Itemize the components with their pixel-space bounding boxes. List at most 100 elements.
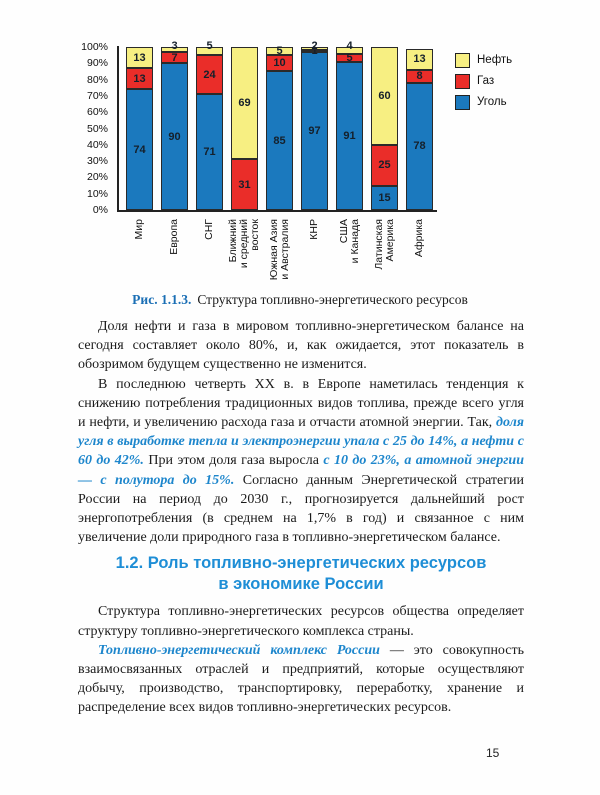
body-text: При этом доля газа выросла [143,453,324,469]
paragraph: Структура топливно-энергетических ресурс… [78,602,524,640]
x-axis-category-label: Латинская Америка [372,219,396,270]
y-axis-tick: 20% [86,171,108,184]
legend-swatch-icon [455,95,470,110]
legend-swatch-icon [455,53,470,68]
bar-value-label: 4 [346,40,353,52]
bar-value-label: 1 [311,45,318,58]
bar-value-label: 5 [276,45,283,58]
body-text: Согласно данным Энергетической стратегии… [78,472,524,546]
bar-segment-Нефть [371,47,398,145]
bar-value-label: 3 [171,40,178,52]
figure-caption-number: Рис. 1.1.3. [132,292,192,307]
legend-row: Нефть [455,53,512,68]
page-number: 15 [486,746,500,760]
bar-segment-Газ [301,50,328,53]
x-axis-category-label: США и Канада [337,219,361,264]
figure-caption-text: Структура топливно-энергетического ресур… [197,292,468,307]
bar-value-label: 13 [133,72,146,85]
bar-value-label: 90 [168,130,181,143]
bar-value-label: 13 [413,53,426,66]
bar-value-label: 31 [238,178,251,191]
bar-value-label: 2 [311,40,318,52]
bar-segment-Газ [266,55,293,72]
legend-row: Уголь [455,95,512,110]
bar-segment-Уголь [266,71,293,210]
y-axis-tick: 30% [86,155,108,168]
bar-segment-Газ [161,51,188,64]
x-axis-category-label: Африка [413,219,425,258]
x-axis-category-label: Мир [133,219,145,240]
bar-segment-Нефть [336,47,363,54]
bar-segment-Нефть [266,47,293,56]
y-axis-tick: 80% [86,73,108,86]
bar-value-label: 60 [378,89,391,102]
fuel-resources-chart: Нефть Газ Уголь 100% 90% 80% 70% 60% 50% 40% 30% 2… [60,40,560,293]
y-axis-tick: 60% [86,106,108,119]
y-axis-tick: 100% [81,41,108,53]
bar-segment-Нефть [161,47,188,52]
body-text-section-1: Доля нефти и газа в мировом топливно-эне… [78,317,524,547]
bar-value-label: 71 [203,146,216,159]
body-text: В последнюю четверть XX в. в Европе наме… [78,376,524,431]
x-axis-category-label: СНГ [203,219,215,240]
body-text-section-2: Структура топливно-энергетических ресурс… [78,602,524,717]
bar-value-label: 91 [343,129,356,142]
bar-segment-Газ [336,53,363,62]
bar-segment-Уголь [336,61,363,210]
paragraph: Топливно-энергетический комплекс России … [78,641,524,718]
bar-value-label: 10 [273,57,286,70]
bar-value-label: 13 [133,51,146,64]
paragraph: Доля нефти и газа в мировом топливно-эне… [78,317,524,375]
bar-segment-Уголь [406,82,433,210]
bar-segment-Уголь [301,51,328,210]
legend-swatch-icon [455,74,470,89]
chart-legend: Нефть Газ Уголь [455,53,512,116]
bar-value-label: 5 [346,51,353,64]
bar-segment-Газ [196,55,223,95]
y-axis-line [117,46,119,212]
bar-value-label: 25 [378,159,391,172]
legend-label: Нефть [477,54,513,66]
bar-value-label: 97 [308,124,321,137]
x-axis-category-label: Европа [168,219,180,255]
y-axis-tick: 10% [86,187,108,200]
bar-value-label: 8 [416,70,423,83]
bar-segment-Уголь [371,185,398,210]
bar-segment-Газ [406,69,433,83]
y-axis-tick: 90% [86,57,108,70]
bar-value-label: 15 [378,191,391,204]
bar-segment-Нефть [126,47,153,69]
bar-segment-Нефть [196,47,223,56]
y-axis-tick: 50% [86,122,108,135]
legend-row: Газ [455,74,512,89]
y-axis-tick: 40% [86,138,108,151]
bar-segment-Газ [231,159,258,210]
bar-segment-Нефть [406,48,433,70]
bar-value-label: 85 [273,134,286,147]
bar-value-label: 69 [238,97,251,110]
bar-value-label: 5 [206,40,213,52]
figure-caption: Рис. 1.1.3. Структура топливно-энергетиче… [0,291,600,309]
bar-segment-Газ [371,144,398,186]
book-page: { "page": { "number": "15" }, "chart_dat… [0,40,600,795]
legend-label: Газ [477,75,495,87]
body-text: — это совокупность взаимосвязанных отрас… [78,642,524,716]
bar-value-label: 24 [203,68,216,81]
emphasized-text: доля угля в выработке тепла и электроэне… [78,415,524,469]
bar-value-label: 74 [133,143,146,156]
bar-value-label: 7 [171,51,178,64]
x-axis-category-label: Южная Азия и Австралия [267,219,291,281]
section-heading-line-1: 1.2. Роль топливно-энергетических ресурс… [115,554,487,573]
bar-segment-Нефть [301,47,328,51]
paragraph: В последнюю четверть XX в. в Европе наме… [78,375,524,548]
bar-segment-Нефть [231,47,258,160]
section-heading: 1.2. Роль топливно-энергетических ресурс… [78,553,524,595]
emphasized-text: с 10 до 23%, а атомной энергии — с полут… [78,453,525,488]
y-axis-tick: 70% [86,89,108,102]
bar-value-label: 78 [413,140,426,153]
legend-label: Уголь [477,96,507,108]
body-text: Структура топливно-энергетических ресурс… [78,604,524,639]
bar-segment-Газ [126,68,153,90]
body-text: Доля нефти и газа в мировом топливно-эне… [78,319,524,373]
bar-segment-Уголь [126,89,153,210]
